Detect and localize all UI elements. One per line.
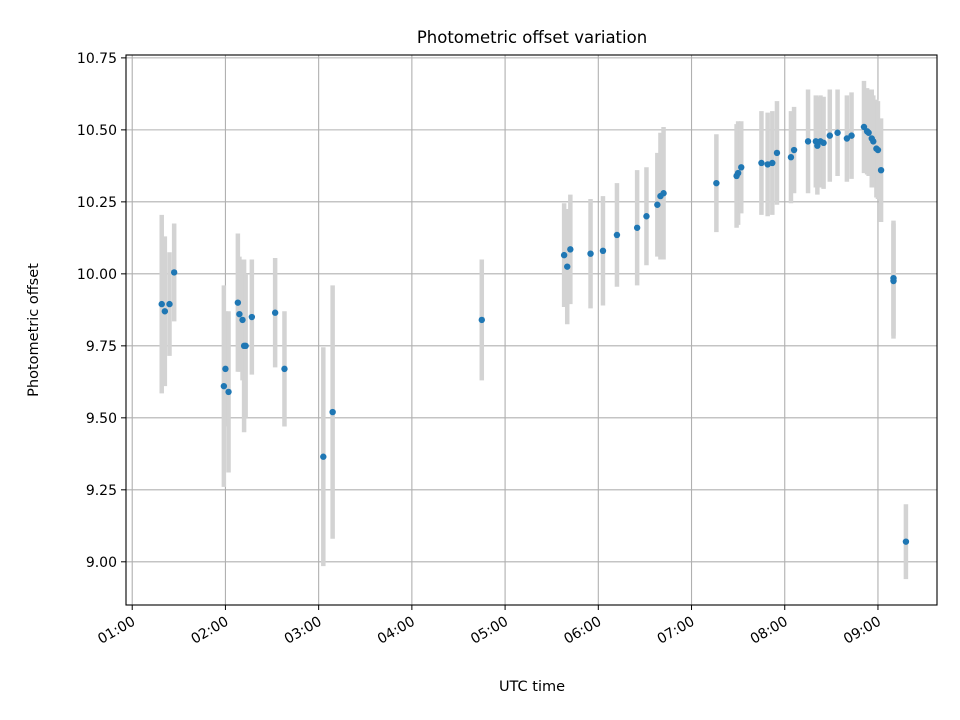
y-tick-label: 9.25: [86, 483, 117, 499]
data-point: [236, 310, 243, 318]
data-point: [804, 138, 812, 145]
data-point: [633, 224, 641, 231]
y-tick-label: 10.25: [77, 195, 117, 211]
x-axis-ticks: 01:00 02:00 03:00 04:00 05:00 06:00 07:00 08:00…: [95, 605, 884, 648]
x-tick-label: 05:00: [468, 614, 511, 648]
x-tick-label: 01:00: [95, 614, 138, 648]
x-axis-label: UTC time: [499, 679, 565, 695]
data-point: [567, 246, 574, 253]
data-point: [587, 250, 594, 257]
data-point: [170, 269, 178, 276]
data-point: [865, 129, 872, 136]
data-point: [239, 316, 246, 324]
data-point: [826, 132, 833, 139]
data-point: [320, 453, 327, 460]
y-tick-label: 10.75: [77, 51, 117, 67]
data-point: [820, 139, 827, 147]
data-point: [769, 159, 776, 167]
data-point: [713, 179, 720, 187]
x-tick-label: 09:00: [841, 614, 884, 648]
data-point: [220, 382, 228, 390]
data-point: [271, 309, 279, 316]
y-axis-label: Photometric offset: [26, 263, 42, 397]
data-point: [166, 300, 173, 308]
data-point: [660, 190, 667, 197]
data-point: [281, 365, 288, 373]
data-point: [790, 146, 798, 154]
data-point: [877, 166, 885, 174]
x-tick-label: 07:00: [655, 614, 698, 648]
data-point: [874, 146, 882, 154]
data-point: [242, 342, 249, 350]
y-axis-ticks: 9.00 9.25 9.50 9.75 10.00 10.25 10.50 10.75: [77, 51, 126, 571]
data-point: [902, 538, 910, 545]
data-point: [734, 169, 742, 177]
data-point: [158, 300, 165, 308]
y-tick-label: 9.75: [86, 339, 117, 355]
error-bars: [159, 80, 909, 580]
data-point: [222, 365, 229, 373]
data-point: [613, 231, 621, 239]
data-point: [161, 308, 169, 315]
data-point: [758, 159, 765, 167]
y-tick-label: 9.00: [86, 555, 117, 571]
y-tick-label: 9.50: [86, 411, 117, 427]
data-point: [329, 408, 336, 416]
data-point: [564, 263, 571, 270]
data-point: [834, 129, 841, 136]
y-tick-label: 10.50: [77, 123, 117, 139]
gridlines: [126, 55, 937, 605]
data-point: [890, 277, 897, 285]
x-tick-label: 06:00: [561, 614, 604, 648]
data-point: [560, 251, 568, 259]
data-point: [225, 388, 232, 396]
x-tick-label: 03:00: [282, 614, 325, 648]
data-point: [234, 299, 242, 306]
data-point: [773, 149, 781, 157]
y-tick-label: 10.00: [77, 267, 117, 283]
data-point: [848, 132, 855, 139]
data-point: [738, 164, 745, 171]
data-point: [787, 154, 795, 161]
chart-title: Photometric offset variation: [417, 28, 647, 47]
data-point: [248, 313, 256, 321]
x-tick-label: 02:00: [188, 614, 231, 648]
data-point: [643, 213, 650, 220]
data-point: [599, 247, 607, 255]
data-point: [654, 201, 661, 208]
x-tick-label: 04:00: [375, 614, 418, 648]
data-points: [158, 123, 910, 545]
data-point: [843, 135, 851, 142]
data-point: [870, 138, 877, 145]
plot-frame: [125, 54, 938, 606]
x-tick-label: 08:00: [748, 614, 791, 648]
data-point: [478, 316, 485, 324]
